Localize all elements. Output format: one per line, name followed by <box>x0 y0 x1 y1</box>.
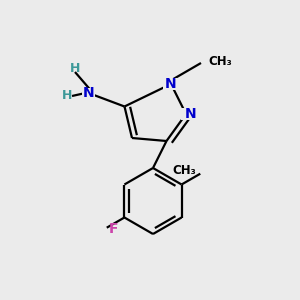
Bar <box>163 78 179 90</box>
Bar <box>82 88 95 98</box>
Text: CH₃: CH₃ <box>208 55 232 68</box>
Text: F: F <box>109 222 118 236</box>
Text: N: N <box>83 86 94 100</box>
Text: N: N <box>165 77 177 91</box>
Bar <box>181 108 197 120</box>
Text: N: N <box>185 107 196 121</box>
Text: H: H <box>70 62 80 76</box>
Text: H: H <box>62 89 73 103</box>
Text: CH₃: CH₃ <box>172 164 196 177</box>
